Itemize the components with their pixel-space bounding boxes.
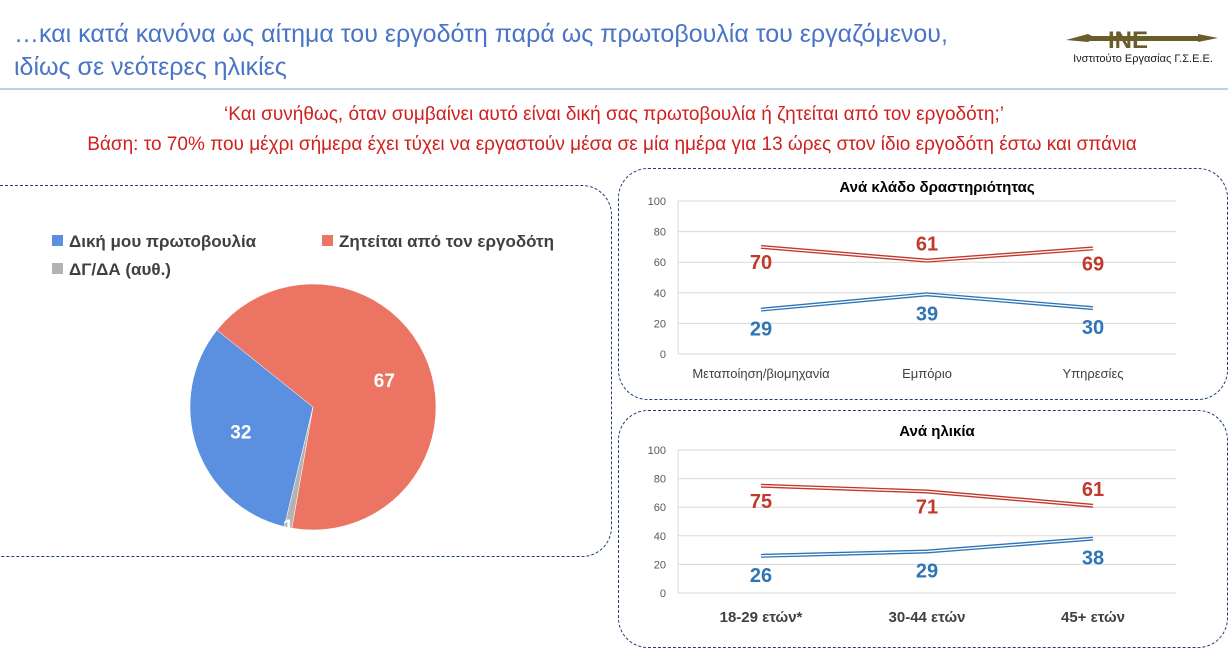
y-tick-label: 100 <box>648 445 666 457</box>
x-tick-label: Εμπόριο <box>902 366 952 381</box>
survey-question: ‘Και συνήθως, όταν συμβαίνει αυτό είναι … <box>224 104 1004 125</box>
header-divider <box>0 88 1228 90</box>
data-label-own: 29 <box>916 561 938 583</box>
pie-data-label: 32 <box>230 423 251 444</box>
y-tick-label: 40 <box>654 288 666 300</box>
logo-pen-tip <box>1198 34 1218 42</box>
legend-employer-request: Ζητείται από τον εργοδότη <box>322 232 554 252</box>
y-tick-label: 0 <box>660 349 666 361</box>
y-tick-label: 20 <box>654 318 666 330</box>
data-label-own: 38 <box>1082 548 1104 570</box>
page-title: …και κατά κανόνα ως αίτημα του εργοδότη … <box>14 18 1054 84</box>
x-tick-label: Υπηρεσίες <box>1062 366 1123 381</box>
x-tick-label: 18-29 ετών* <box>720 609 803 626</box>
pie-panel <box>0 185 612 557</box>
y-tick-label: 100 <box>648 196 666 208</box>
data-label-employer: 71 <box>916 496 938 518</box>
legend-label-dk: ΔΓ/ΔΑ (αυθ.) <box>69 260 171 279</box>
data-label-own: 29 <box>750 319 772 341</box>
data-label-employer: 70 <box>750 252 772 274</box>
series-line-core-own <box>760 293 1094 311</box>
y-tick-label: 60 <box>654 502 666 514</box>
pie-slice-employer <box>216 283 437 531</box>
series-line-core-employer <box>760 246 1094 262</box>
chart-title: Ανά κλάδο δραστηριότητας <box>839 179 1034 196</box>
x-tick-label: 30-44 ετών <box>889 609 966 626</box>
data-label-employer: 61 <box>1082 479 1104 501</box>
pie-slice-dk <box>283 406 314 529</box>
data-label-employer: 69 <box>1082 253 1104 275</box>
legend-dk-na: ΔΓ/ΔΑ (αυθ.) <box>52 260 171 280</box>
survey-base-note: Βάση: το 70% που μέχρι σήμερα έχει τύχει… <box>87 134 1137 155</box>
x-tick-label: Μεταποίηση/βιομηχανία <box>692 366 830 381</box>
legend-swatch-dk <box>52 263 63 274</box>
ine-logo: ΙΝΕ <box>1066 28 1218 54</box>
legend-label-own: Δική μου πρωτοβουλία <box>69 232 257 251</box>
y-tick-label: 20 <box>654 559 666 571</box>
data-label-own: 26 <box>750 565 772 587</box>
series-line-own <box>760 536 1094 558</box>
x-tick-label: 45+ ετών <box>1061 609 1125 626</box>
data-label-employer: 61 <box>916 234 938 256</box>
title-line-2: ιδίως σε νεότερες ηλικίες <box>14 53 287 81</box>
y-tick-label: 60 <box>654 257 666 269</box>
series-line-core-employer <box>760 485 1094 507</box>
data-label-own: 30 <box>1082 317 1104 339</box>
y-tick-label: 0 <box>660 588 666 600</box>
logo-pen-shaft <box>1088 36 1198 41</box>
y-tick-label: 40 <box>654 531 666 543</box>
legend-swatch-own <box>52 235 63 246</box>
legend-swatch-employer <box>322 235 333 246</box>
chart-title: Ανά ηλικία <box>899 423 975 440</box>
title-line-1: …και κατά κανόνα ως αίτημα του εργοδότη … <box>14 20 948 48</box>
data-label-employer: 75 <box>750 491 772 513</box>
y-tick-label: 80 <box>654 227 666 239</box>
pie-data-label: 67 <box>374 371 395 392</box>
logo-text: ΙΝΕ <box>1108 28 1148 54</box>
data-label-own: 39 <box>916 303 938 325</box>
legend-own-initiative: Δική μου πρωτοβουλία <box>52 232 256 252</box>
legend-label-employer: Ζητείται από τον εργοδότη <box>339 232 555 251</box>
y-tick-label: 80 <box>654 474 666 486</box>
pie-slice-own <box>189 329 314 527</box>
logo-caption: Ινστιτούτο Εργασίας Γ.Σ.Ε.Ε. <box>1073 53 1213 65</box>
series-line-core-own <box>760 538 1094 557</box>
pie-data-label: 1 <box>283 517 294 538</box>
